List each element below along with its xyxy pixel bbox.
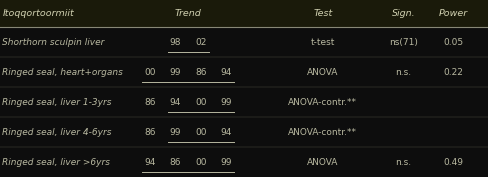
Text: 94: 94 [220,68,232,77]
Text: Itoqqortoormiit: Itoqqortoormiit [2,9,74,18]
Text: 0.05: 0.05 [443,38,463,47]
Text: 0.22: 0.22 [443,68,463,77]
Text: 99: 99 [220,98,232,107]
Text: 0.49: 0.49 [443,158,463,167]
Text: 00: 00 [195,98,206,107]
Text: 99: 99 [169,68,181,77]
Bar [0,0,488,27]
Text: Shorthorn sculpin liver: Shorthorn sculpin liver [2,38,104,47]
Text: Sign.: Sign. [391,9,414,18]
Text: ANOVA-contr.**: ANOVA-contr.** [287,128,357,137]
Text: 00: 00 [195,158,206,167]
Text: ns(71): ns(71) [388,38,417,47]
Text: Trend: Trend [175,9,201,18]
Text: 86: 86 [144,128,156,137]
Text: 99: 99 [220,158,232,167]
Text: ANOVA: ANOVA [306,158,338,167]
Text: Ringed seal, liver 4-6yrs: Ringed seal, liver 4-6yrs [2,128,112,137]
Text: 98: 98 [169,38,181,47]
Text: Power: Power [438,9,468,18]
Text: n.s.: n.s. [395,158,410,167]
Text: ANOVA: ANOVA [306,68,338,77]
Text: 94: 94 [144,158,156,167]
Text: t-test: t-test [310,38,334,47]
Text: 94: 94 [220,128,232,137]
Text: Ringed seal, liver 1-3yrs: Ringed seal, liver 1-3yrs [2,98,112,107]
Text: 00: 00 [144,68,156,77]
Text: 99: 99 [169,128,181,137]
Text: 86: 86 [195,68,206,77]
Text: 02: 02 [195,38,206,47]
Text: Ringed seal, liver >6yrs: Ringed seal, liver >6yrs [2,158,110,167]
Text: Test: Test [312,9,332,18]
Text: 00: 00 [195,128,206,137]
Text: 86: 86 [169,158,181,167]
Text: Ringed seal, heart+organs: Ringed seal, heart+organs [2,68,123,77]
Text: ANOVA-contr.**: ANOVA-contr.** [287,98,357,107]
Text: 94: 94 [169,98,181,107]
Text: n.s.: n.s. [395,68,410,77]
Text: 86: 86 [144,98,156,107]
